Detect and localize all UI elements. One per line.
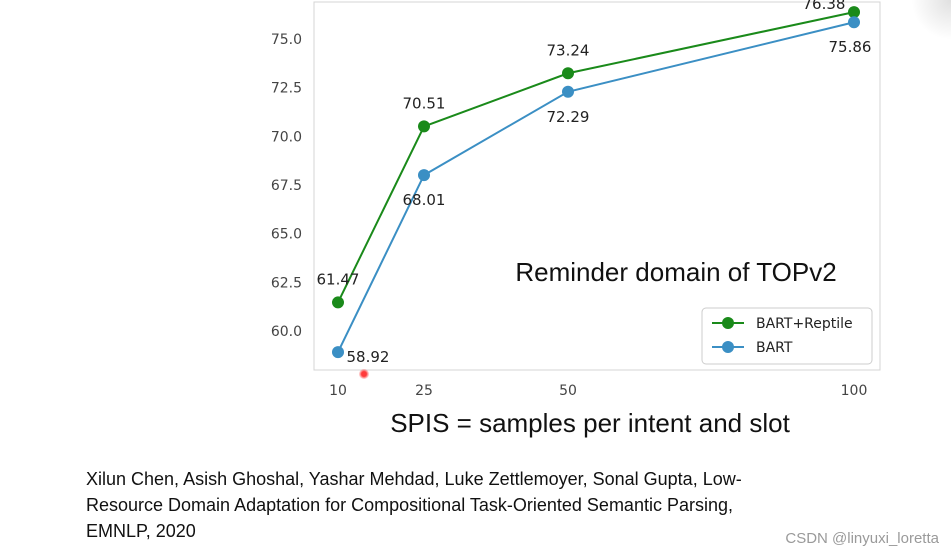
data-label: 61.47 (317, 270, 360, 288)
series-point-bart (562, 85, 574, 98)
series-point-bart (332, 346, 344, 359)
x-axis-label: SPIS = samples per intent and slot (390, 408, 790, 438)
y-tick-label: 70.0 (271, 129, 302, 145)
line-chart: 60.0 62.5 65.0 67.5 70.0 72.5 75.0 10 25 50 100 6… (271, 0, 881, 399)
x-tick-label: 10 (329, 383, 347, 399)
x-tick-label: 50 (559, 383, 577, 399)
series-point-bart-reptile (848, 6, 860, 19)
series-point-bart (848, 16, 860, 29)
series-layer (332, 6, 860, 359)
citation: Xilun Chen, Asish Ghoshal, Yashar Mehdad… (86, 466, 906, 544)
y-tick-label: 65.0 (271, 227, 302, 243)
data-label: 68.01 (403, 191, 446, 209)
series-point-bart-reptile (562, 67, 574, 80)
y-tick-label: 72.5 (271, 81, 302, 97)
legend: BART+Reptile BART (701, 307, 873, 365)
data-label: 73.24 (547, 41, 590, 59)
citation-line-3: EMNLP, 2020 (86, 521, 196, 541)
legend-box (701, 307, 873, 365)
legend-label: BART+Reptile (756, 316, 853, 332)
legend-label: BART (756, 340, 793, 356)
data-labels-layer: 61.47 70.51 73.24 76.38 58.92 68.01 72.29 75.86 (317, 0, 872, 366)
series-line-bart-reptile (337, 11, 855, 303)
data-label: 70.51 (403, 94, 446, 112)
citation-line-1: Xilun Chen, Asish Ghoshal, Yashar Mehdad… (86, 469, 742, 489)
x-tick-label: 25 (415, 383, 433, 399)
legend-marker (722, 341, 734, 353)
y-tick-label: 60.0 (271, 324, 302, 340)
cursor-marker (359, 369, 369, 379)
x-axis-ticks: 10 25 50 100 (329, 383, 867, 399)
series-line-bart (337, 21, 855, 353)
data-label: 72.29 (547, 108, 590, 126)
data-label: 58.92 (347, 348, 390, 366)
citation-line-2: Resource Domain Adaptation for Compositi… (86, 495, 733, 515)
x-tick-label: 100 (841, 383, 868, 399)
series-point-bart-reptile (332, 296, 344, 309)
y-tick-label: 75.0 (271, 32, 302, 48)
y-tick-label: 62.5 (271, 275, 302, 291)
data-label: 76.38 (803, 0, 846, 13)
y-tick-label: 67.5 (271, 178, 302, 194)
series-point-bart (418, 169, 430, 182)
window-corner-shadow (911, 0, 951, 40)
chart-annotation: Reminder domain of TOPv2 (515, 257, 836, 287)
plot-frame (313, 1, 881, 371)
watermark: CSDN @linyuxi_loretta (785, 530, 939, 547)
data-label: 75.86 (829, 38, 872, 56)
series-point-bart-reptile (418, 120, 430, 133)
y-axis-ticks: 60.0 62.5 65.0 67.5 70.0 72.5 75.0 (271, 32, 302, 340)
legend-marker (722, 317, 734, 329)
